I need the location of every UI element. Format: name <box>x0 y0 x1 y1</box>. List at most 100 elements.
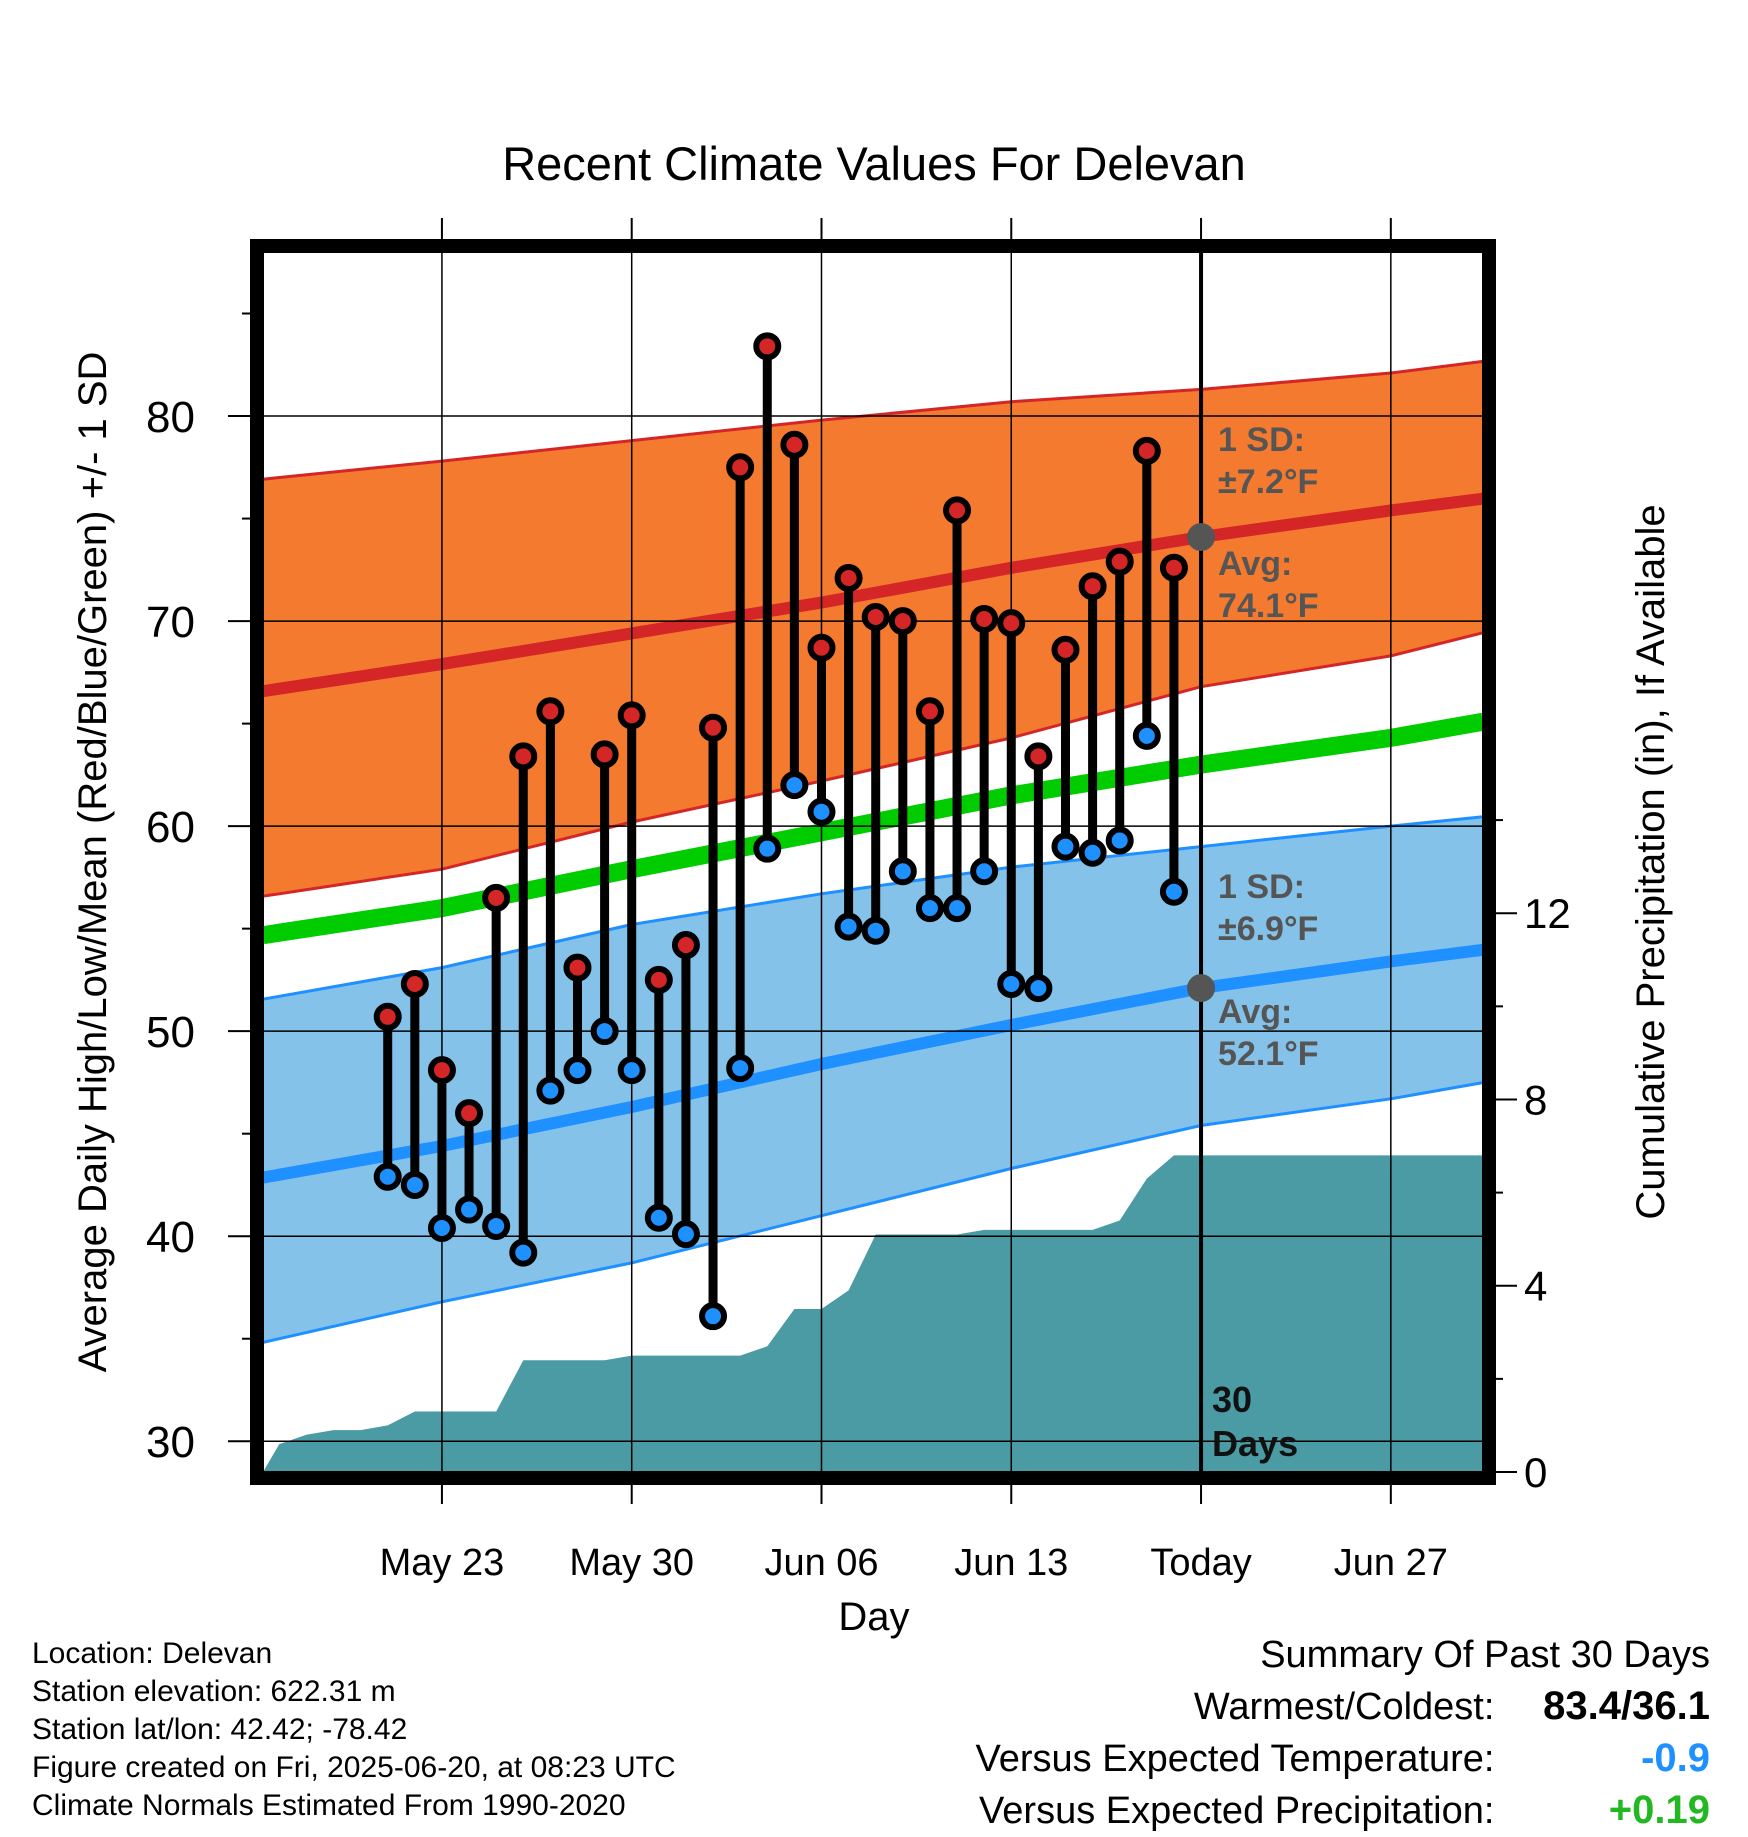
x-tick-label: May 30 <box>569 1542 694 1584</box>
today-high-avg-marker <box>1187 523 1216 552</box>
daily-high-marker <box>807 633 836 662</box>
temp-label: Versus Expected Temperature: <box>975 1738 1495 1780</box>
y2-tick-label: 12 <box>1524 890 1571 937</box>
daily-high-marker <box>1132 436 1161 465</box>
y-tick-label: 70 <box>146 598 195 647</box>
x-tick-labels: May 23 May 30 Jun 06 Jun 13 Today Jun 27 <box>380 1542 1448 1584</box>
daily-high-marker <box>482 883 511 912</box>
normal-high-line <box>263 492 1483 698</box>
daily-high-marker <box>726 453 755 482</box>
y2-tick-labels: 0 4 8 12 <box>1524 890 1571 1496</box>
daily-high-marker <box>1159 553 1188 582</box>
x-tick-label: Jun 06 <box>764 1542 878 1584</box>
daily-high-marker <box>563 953 592 982</box>
y-tick-label: 40 <box>146 1213 195 1262</box>
y-tick-label: 30 <box>146 1418 195 1467</box>
low-sd-label: 1 SD: <box>1218 868 1305 906</box>
high-sd-label: 1 SD: <box>1218 421 1305 459</box>
daily-high-marker <box>427 1056 456 1085</box>
elevation-text: Station elevation: 622.31 m <box>32 1675 396 1708</box>
daily-low-marker <box>671 1220 700 1249</box>
daily-marks <box>373 332 1188 1331</box>
daily-high-marker <box>888 607 917 636</box>
daily-low-marker <box>590 1017 619 1046</box>
daily-high-marker <box>455 1099 484 1128</box>
daily-high-marker <box>699 713 728 742</box>
high-sd-lower-line <box>263 631 1483 898</box>
daily-low-marker <box>617 1056 646 1085</box>
precip-value: +0.19 <box>1608 1788 1710 1832</box>
daily-low-marker <box>563 1056 592 1085</box>
daily-low-marker <box>970 857 999 886</box>
daily-low-marker <box>807 797 836 826</box>
normal-mean-line <box>263 712 1483 945</box>
y-axis-title: Average Daily High/Low/Mean (Red/Blue/Gr… <box>71 352 115 1373</box>
daily-low-marker <box>1024 974 1053 1003</box>
summary-panel: Summary Of Past 30 Days Warmest/Coldest:… <box>976 1630 1710 1837</box>
high-sd-upper-line <box>263 359 1483 481</box>
daily-high-marker <box>644 965 673 994</box>
plot-frame <box>250 239 1496 1485</box>
high-sd-value: ±7.2°F <box>1218 463 1318 501</box>
daily-low-marker <box>509 1238 538 1267</box>
daily-high-marker <box>400 970 429 998</box>
daily-high-marker <box>970 605 999 634</box>
low-sd-upper-line <box>263 815 1483 1001</box>
x-tick-label: Today <box>1150 1542 1251 1584</box>
days-label: Days <box>1212 1423 1298 1464</box>
x-tick-label: Jun 27 <box>1334 1542 1448 1584</box>
y-tick-label: 50 <box>146 1008 195 1057</box>
daily-low-marker <box>455 1195 484 1224</box>
daily-high-marker <box>1024 742 1053 771</box>
daily-low-marker <box>427 1214 456 1242</box>
daily-high-marker <box>1051 635 1080 664</box>
daily-high-marker <box>753 332 782 361</box>
daily-low-marker <box>834 912 863 941</box>
precip-label: Versus Expected Precipitation: <box>979 1790 1495 1832</box>
daily-low-marker <box>1051 832 1080 861</box>
temp-value: -0.9 <box>1641 1736 1710 1780</box>
daily-low-marker <box>644 1203 673 1232</box>
daily-low-marker <box>780 771 809 800</box>
normals-text: Climate Normals Estimated From 1990-2020 <box>32 1789 626 1822</box>
daily-high-marker <box>509 742 538 771</box>
daily-low-marker <box>373 1162 402 1191</box>
y2-tick-label: 0 <box>1524 1449 1547 1496</box>
daily-low-marker <box>943 894 972 923</box>
daily-low-marker <box>400 1170 429 1199</box>
high-avg-value: 74.1°F <box>1218 587 1319 625</box>
daily-high-marker <box>834 564 863 593</box>
daily-high-marker <box>671 931 700 960</box>
daily-low-marker <box>915 894 944 923</box>
warmest-label: Warmest/Coldest: <box>1193 1686 1495 1728</box>
low-avg-value: 52.1°F <box>1218 1035 1319 1073</box>
summary-title: Summary Of Past 30 Days <box>1260 1634 1710 1676</box>
daily-high-marker <box>1078 572 1107 601</box>
low-avg-label: Avg: <box>1218 993 1292 1031</box>
created-text: Figure created on Fri, 2025-06-20, at 08… <box>32 1751 676 1784</box>
daily-high-marker <box>943 496 972 525</box>
summary-precip-row: Versus Expected Precipitation: +0.19 <box>976 1785 1710 1837</box>
x-tick-label: May 23 <box>380 1542 505 1584</box>
daily-high-marker <box>536 697 565 726</box>
daily-low-marker <box>726 1054 755 1083</box>
low-sd-lower-line <box>263 1081 1483 1344</box>
daily-low-marker <box>1078 838 1107 867</box>
daily-high-marker <box>997 609 1026 638</box>
daily-low-marker <box>699 1302 728 1331</box>
y-tick-label: 60 <box>146 803 195 852</box>
daily-low-marker <box>482 1211 511 1240</box>
low-sd-band <box>263 816 1483 1343</box>
y2-tick-label: 8 <box>1524 1076 1547 1123</box>
daily-low-marker <box>1159 877 1188 906</box>
daily-low-marker <box>861 916 890 945</box>
y-tick-labels: 30 40 50 60 70 80 <box>146 393 195 1467</box>
daily-low-marker <box>536 1076 565 1105</box>
daily-high-marker <box>861 602 890 631</box>
daily-high-marker <box>373 1002 402 1031</box>
daily-high-marker <box>617 701 646 730</box>
y2-axis-title: Cumulative Precipitation (in), If Availa… <box>1629 504 1673 1219</box>
daily-low-marker <box>997 970 1026 998</box>
x-tick-label: Jun 13 <box>954 1542 1068 1584</box>
